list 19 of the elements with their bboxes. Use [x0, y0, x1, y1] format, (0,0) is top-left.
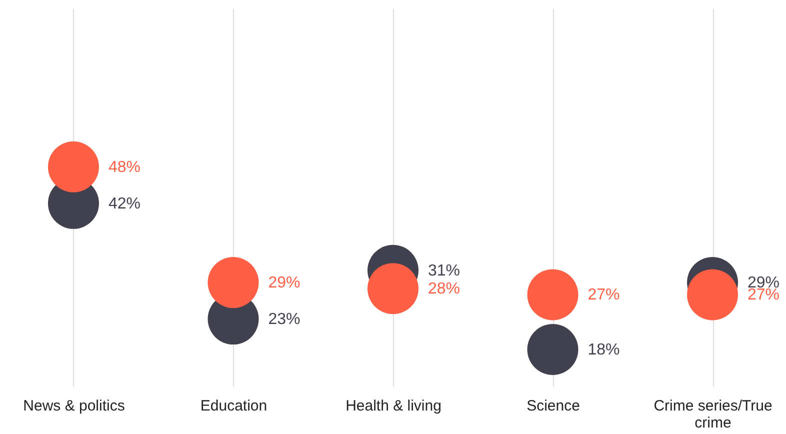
- data-label: 28%: [428, 280, 460, 298]
- data-label: 42%: [108, 195, 141, 212]
- point: [527, 269, 578, 320]
- x-tick-label: Science: [526, 398, 580, 414]
- x-tick-label: News & politics: [23, 398, 125, 414]
- data-label: 29%: [268, 274, 300, 292]
- point: [208, 257, 259, 308]
- x-tick-label: Education: [200, 398, 268, 414]
- point: [527, 324, 578, 375]
- data-label: 23%: [268, 311, 300, 328]
- x-tick-label: Health & living: [346, 398, 442, 414]
- data-label: 27%: [588, 286, 620, 304]
- data-label: 18%: [588, 341, 620, 358]
- data-label: 31%: [428, 262, 460, 280]
- point: [48, 141, 99, 192]
- data-label: 48%: [108, 158, 141, 176]
- point: [687, 269, 738, 320]
- point: [368, 263, 418, 314]
- x-tick-label: Crime series/True crime: [654, 398, 772, 432]
